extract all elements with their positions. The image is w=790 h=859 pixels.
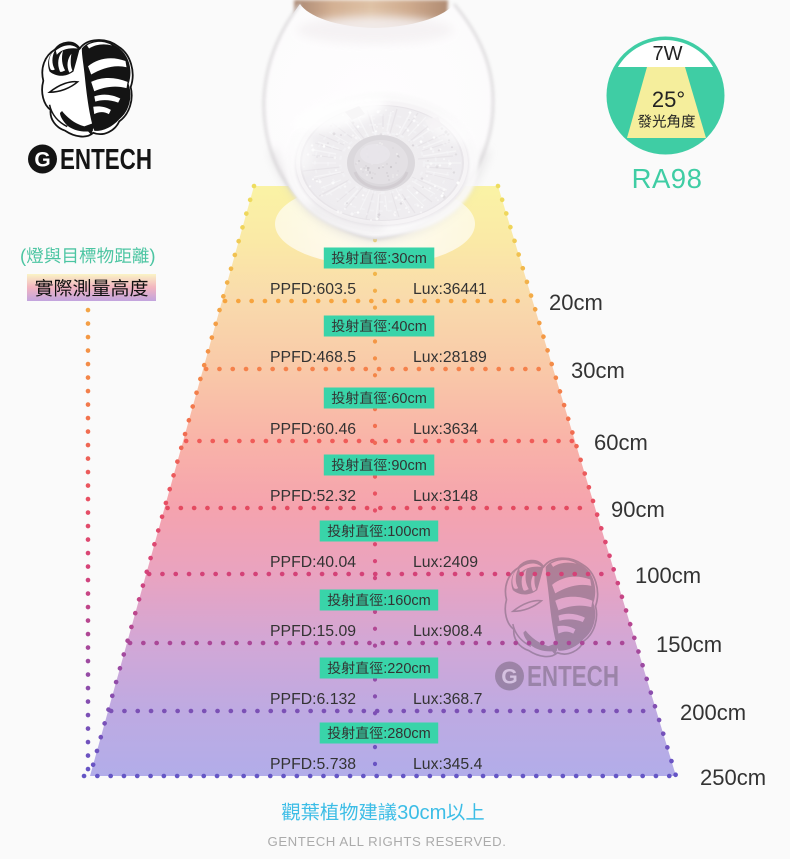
svg-text::60cm: :60cm [387,391,427,407]
svg-text:Lux:36441: Lux:36441 [413,281,487,298]
svg-text:250cm: 250cm [700,765,766,790]
svg-text:G: G [501,666,517,689]
svg-text:GENTECH ALL RIGHTS RESERVED.: GENTECH ALL RIGHTS RESERVED. [268,834,507,849]
svg-text:Lux:908.4: Lux:908.4 [413,623,483,640]
svg-text:PPFD:15.09: PPFD:15.09 [270,623,356,640]
svg-text:PPFD:5.738: PPFD:5.738 [270,756,356,773]
svg-text:PPFD:468.5: PPFD:468.5 [270,349,356,366]
svg-text:PPFD:60.46: PPFD:60.46 [270,421,356,438]
svg-text:100cm: 100cm [635,563,701,588]
svg-text:7W: 7W [653,43,683,65]
svg-text:Lux:3634: Lux:3634 [413,421,478,438]
svg-text::220cm: :220cm [383,661,431,677]
svg-text:150cm: 150cm [656,632,722,657]
svg-text:ENTECH: ENTECH [60,144,152,176]
svg-text::160cm: :160cm [383,593,431,609]
svg-text:G: G [34,149,50,172]
svg-text:PPFD:603.5: PPFD:603.5 [270,281,356,298]
svg-text:(: ( [20,245,27,266]
svg-text:): ) [149,245,155,266]
svg-text:RA98: RA98 [632,163,703,194]
svg-text::100cm: :100cm [383,524,431,540]
svg-text::90cm: :90cm [387,458,427,474]
svg-text:30cm: 30cm [397,802,446,824]
svg-text:Lux:345.4: Lux:345.4 [413,756,483,773]
svg-text::40cm: :40cm [387,319,427,335]
svg-text:30cm: 30cm [571,358,625,383]
svg-text::280cm: :280cm [383,726,431,742]
svg-text:PPFD:6.132: PPFD:6.132 [270,691,356,708]
svg-text:25°: 25° [652,87,685,112]
svg-text:60cm: 60cm [594,430,648,455]
svg-text:Lux:2409: Lux:2409 [413,554,478,571]
svg-text:Lux:3148: Lux:3148 [413,488,478,505]
svg-text:PPFD:52.32: PPFD:52.32 [270,488,356,505]
svg-text:200cm: 200cm [680,700,746,725]
svg-text:ENTECH: ENTECH [527,661,619,693]
svg-text:20cm: 20cm [549,290,603,315]
svg-text:Lux:368.7: Lux:368.7 [413,691,482,708]
svg-text:PPFD:40.04: PPFD:40.04 [270,554,356,571]
svg-text::30cm: :30cm [387,251,427,267]
svg-text:Lux:28189: Lux:28189 [413,349,487,366]
svg-text:90cm: 90cm [611,497,665,522]
